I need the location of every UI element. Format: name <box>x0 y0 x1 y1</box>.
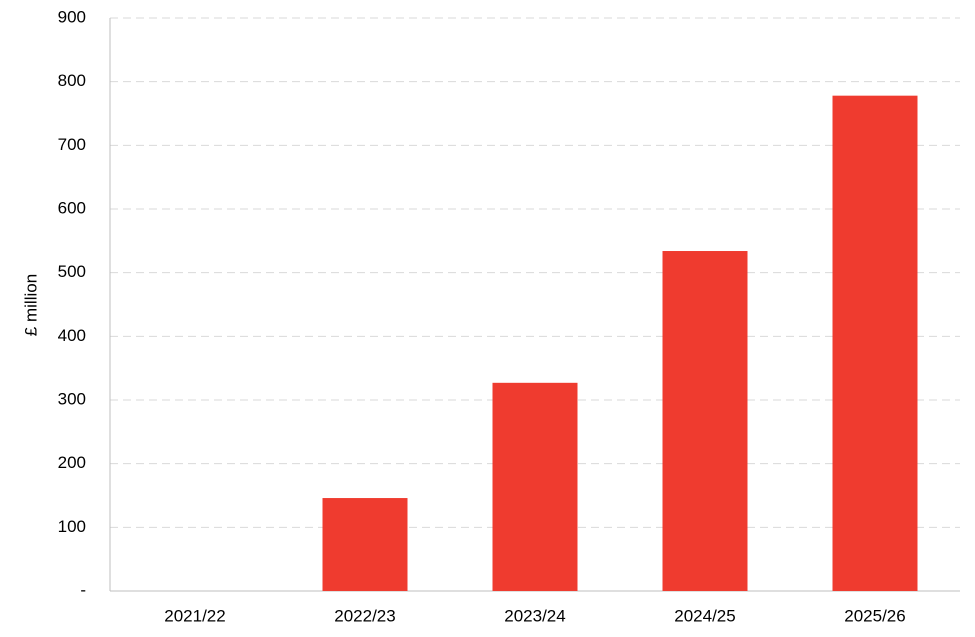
y-tick-label: - <box>80 580 86 599</box>
bar <box>322 498 408 591</box>
bar <box>832 95 918 591</box>
x-tick-label: 2024/25 <box>674 606 735 625</box>
x-tick-label: 2023/24 <box>504 606 565 625</box>
y-tick-label: 300 <box>58 389 86 408</box>
y-tick-label: 900 <box>58 7 86 26</box>
y-axis-label: £ million <box>21 274 40 336</box>
x-tick-label: 2025/26 <box>844 606 905 625</box>
bar <box>662 251 748 591</box>
bar <box>492 382 578 591</box>
y-tick-label: 800 <box>58 71 86 90</box>
y-tick-label: 400 <box>58 326 86 345</box>
y-tick-label: 700 <box>58 135 86 154</box>
y-tick-label: 100 <box>58 517 86 536</box>
y-tick-label: 600 <box>58 198 86 217</box>
x-tick-label: 2022/23 <box>334 606 395 625</box>
y-tick-label: 200 <box>58 453 86 472</box>
y-tick-label: 500 <box>58 262 86 281</box>
x-tick-label: 2021/22 <box>164 606 225 625</box>
